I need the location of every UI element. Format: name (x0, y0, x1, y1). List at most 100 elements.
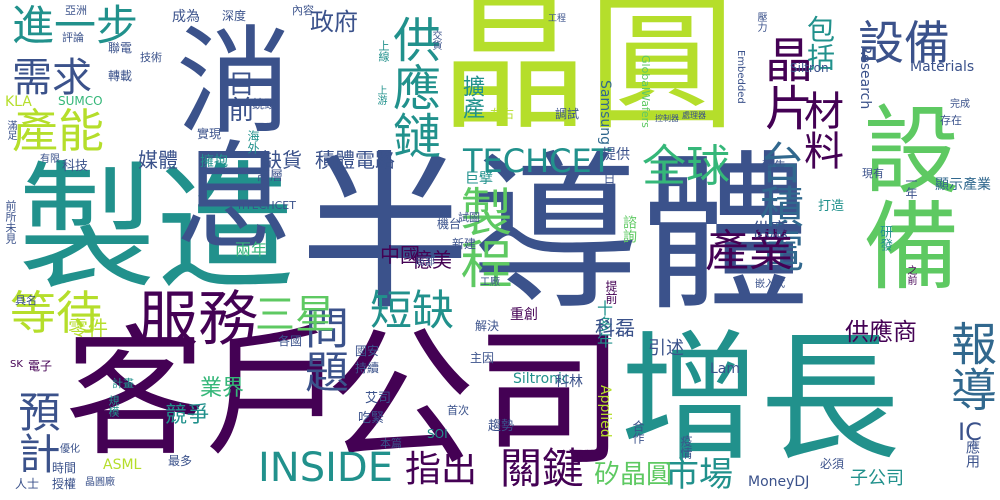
word-government: 政府 (310, 8, 358, 36)
word-samsung-en: Samsung (597, 80, 613, 146)
word-inside: INSIDE (258, 445, 393, 491)
word-transfer: 轉載 (108, 69, 133, 83)
word-industry-circle: 業界 (200, 376, 245, 401)
word-industry: 產業 (705, 226, 793, 277)
word-ic: IC (958, 418, 982, 446)
word-subsidiary: 子公司 (850, 468, 904, 489)
word-talent: 人士 (15, 477, 40, 491)
word-local: 局部 (415, 257, 435, 268)
word-supplier: 供應商 (845, 318, 917, 346)
word-globalwafers: GlobalWafers (639, 55, 652, 128)
word-material: 材料 (797, 90, 843, 170)
word-materials: Materials (910, 59, 975, 75)
word-company: 公司 (325, 313, 626, 487)
word-first: 首次 (447, 404, 469, 417)
word-point-out: 指出 (405, 449, 478, 490)
word-work2: 工廠 (480, 277, 500, 288)
word-soi: SOI (427, 427, 448, 441)
word-market: 市場 (665, 455, 733, 495)
word-content: 內容 (292, 4, 314, 17)
word-upstream: 上游 (375, 85, 386, 105)
word-ahead2: 前所未見 (4, 200, 17, 244)
word-techcet: TECHCET (463, 142, 612, 180)
word-semiconductor: 半導體 (300, 136, 811, 334)
word-sk: SK (10, 359, 23, 370)
word-provide: 提供 (602, 147, 630, 163)
word-service: 服務 (138, 285, 258, 355)
word-ten-years: 十多年 (594, 300, 613, 348)
word-deal: 交貨 (430, 30, 441, 50)
word-this-article: 本篇 (380, 437, 402, 450)
word-tight: 吃緊 (358, 411, 385, 426)
word-one-year: 一年 (904, 175, 918, 199)
word-chip: 晶片 (756, 35, 812, 131)
word-global: 全球 (642, 141, 730, 192)
word-most: 最多 (168, 454, 193, 468)
word-machine: 機台 (437, 217, 462, 231)
word-component: 零件 (68, 316, 108, 340)
word-estimate: 預計 (12, 390, 61, 474)
word-name: 具名 (15, 294, 37, 307)
word-giant: 巨擘 (465, 171, 493, 187)
word-display: 顯示產業 (935, 177, 991, 193)
word-left-right: 左右 (490, 107, 515, 121)
word-cooperation: 合作 (631, 420, 645, 444)
word-two-years: 兩年 (235, 240, 268, 259)
word-supply-chain: 供應鏈 (384, 15, 440, 159)
word-high-level: 高層 (257, 169, 284, 184)
word-trend: 趨勢 (488, 419, 515, 434)
word-ntechcet: nTECHCET (238, 199, 296, 212)
word-ai-s: 艾司 (365, 391, 392, 406)
word-chip-fab: 晶圓廠 (85, 477, 115, 488)
word-silicon-wafer: 矽晶圓 (594, 460, 673, 490)
word-siltron: Siltron (790, 61, 829, 75)
word-include: 包括 (803, 15, 836, 71)
word-cite: 引述 (648, 338, 684, 359)
word-media: 媒體 (138, 148, 178, 172)
word-sumco: SUMCO (58, 94, 103, 108)
word-inquiry: 諮詢 (621, 215, 637, 243)
word-complete: 完成 (950, 99, 970, 110)
word-resolve: 解決 (475, 319, 500, 333)
word-satisfy: 滿足 (5, 120, 16, 140)
word-electronic: 電子 (28, 359, 53, 373)
word-manufacturing: 製造 (18, 148, 295, 309)
word-equipment-small: 設備 (858, 16, 950, 70)
word-shortage2: 缺貨 (262, 148, 302, 172)
word-problem: 問題 (297, 305, 348, 393)
word-warning: 警告 (762, 159, 787, 173)
word-authorize: 授權 (52, 477, 77, 491)
word-news: 消息 (156, 20, 291, 252)
word-capacity: 產能 (12, 104, 104, 158)
word-kla: KLA (5, 94, 32, 110)
word-waiting: 等待 (10, 286, 102, 340)
word-equipment: 設備 (847, 100, 959, 292)
word-connection: 聯電 (108, 41, 133, 55)
word-become: 成為 (172, 9, 200, 25)
word-billion: 億美 (412, 248, 452, 272)
word-trial: 試圖 (458, 211, 480, 224)
word-lens: 鏡頭 (252, 97, 277, 111)
word-rule: 規模 (107, 395, 120, 417)
word-integrated: 積體電路 (315, 148, 395, 172)
word-must: 必須 (820, 457, 845, 471)
word-exist: 存在 (940, 114, 962, 127)
word-wafer: 晶圓 (440, 0, 736, 150)
word-priority: 優化 (60, 444, 80, 455)
word-shortage: 短缺 (370, 286, 455, 335)
word-embedded-zh: 嵌入式 (755, 279, 785, 290)
word-demand: 需求 (12, 55, 92, 101)
word-stress: 壓力 (755, 12, 766, 32)
word-supply: 供應 (752, 220, 788, 241)
word-continue: 持續 (355, 361, 380, 375)
word-report: 報導 (944, 320, 998, 412)
word-customer: 客戶 (65, 313, 346, 476)
word-moneydj: MoneyDJ (748, 474, 810, 490)
word-time: 時間 (52, 461, 77, 475)
word-work: 工程 (548, 14, 567, 24)
word-research: Research (857, 45, 873, 110)
word-applied: Applied (597, 385, 613, 438)
word-lam: Lam (710, 361, 741, 377)
word-currently: 目前 (224, 70, 254, 122)
